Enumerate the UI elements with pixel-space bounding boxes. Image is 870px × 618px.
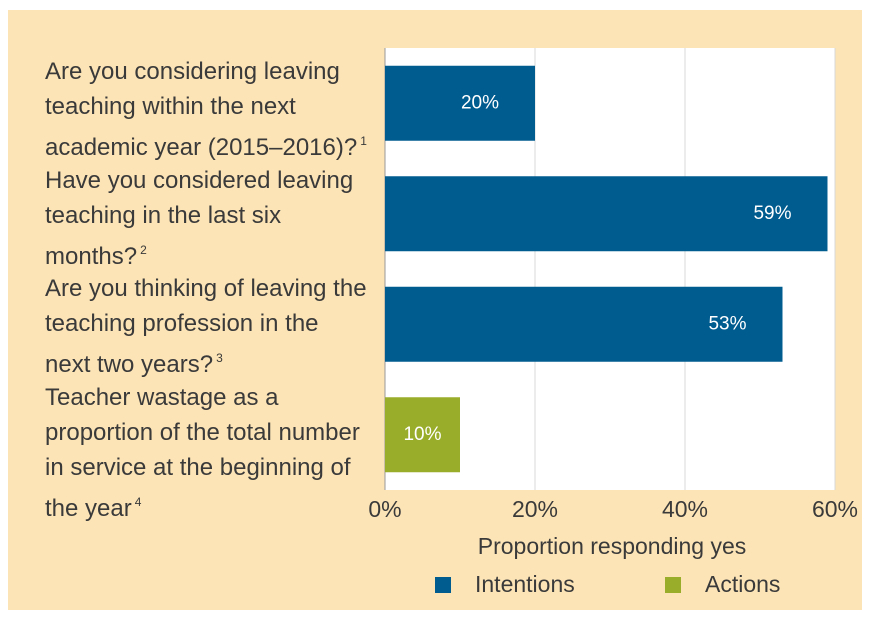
category-text: Teacher wastage as a proportion of the t… xyxy=(45,383,360,522)
category-label: Teacher wastage as a proportion of the t… xyxy=(45,380,370,526)
footnote-mark: 1 xyxy=(360,134,367,148)
value-label: 10% xyxy=(403,424,441,445)
footnote-mark: 4 xyxy=(134,494,142,509)
category-label: Are you considering leaving teaching wit… xyxy=(45,54,370,165)
value-label: 53% xyxy=(708,313,746,334)
footnote-mark: 2 xyxy=(140,242,147,257)
category-label: Have you considered leaving teaching in … xyxy=(45,163,370,274)
x-tick-label: 40% xyxy=(662,496,708,522)
value-label: 20% xyxy=(461,92,499,113)
x-axis-label: Proportion responding yes xyxy=(478,533,747,559)
bar xyxy=(385,65,535,141)
legend-label: Intentions xyxy=(475,571,575,597)
value-label: 59% xyxy=(753,203,791,224)
x-tick-label: 60% xyxy=(812,496,858,522)
legend-label: Actions xyxy=(705,571,780,597)
category-text: Are you considering leaving teaching wit… xyxy=(45,58,358,161)
bar xyxy=(385,286,783,362)
legend-swatch xyxy=(435,577,451,593)
category-text: Have you considered leaving teaching in … xyxy=(45,166,354,270)
bar xyxy=(385,176,828,252)
x-tick-label: 20% xyxy=(512,496,558,522)
bar xyxy=(385,397,460,473)
footnote-mark: 3 xyxy=(216,351,223,365)
legend-swatch xyxy=(665,577,681,593)
x-tick-label: 0% xyxy=(368,496,401,522)
category-text: Are you thinking of leaving the teaching… xyxy=(45,275,367,378)
category-label: Are you thinking of leaving the teaching… xyxy=(45,271,370,382)
